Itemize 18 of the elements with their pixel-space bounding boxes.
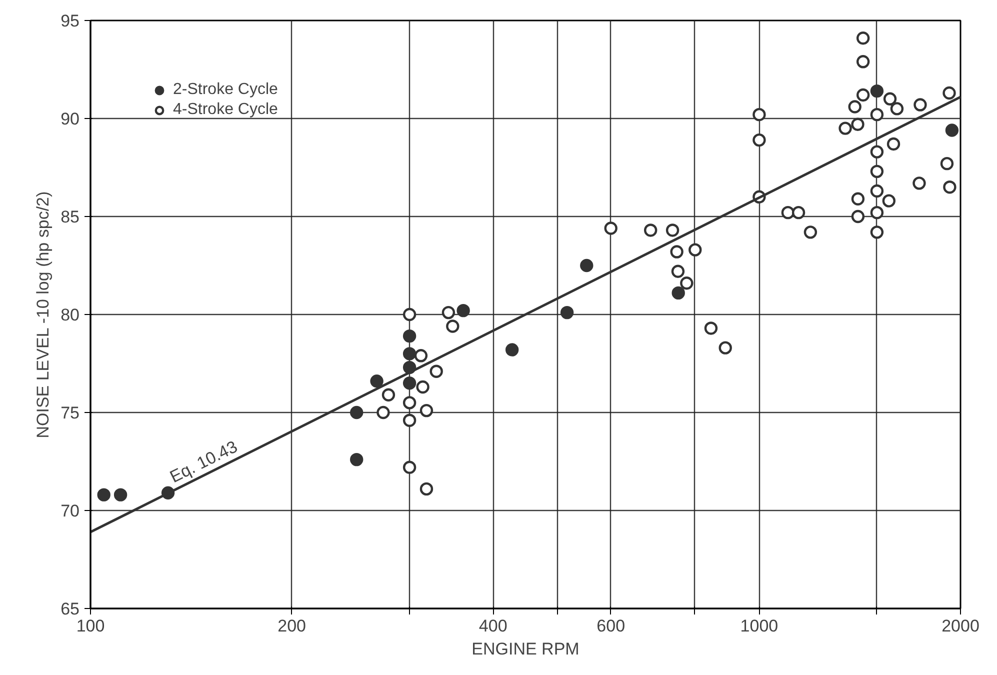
x-tick-label: 200 [278, 616, 306, 636]
legend-label: 4-Stroke Cycle [173, 101, 278, 119]
y-tick-label: 95 [60, 12, 80, 30]
x-tick-label: 600 [596, 616, 626, 636]
x-tick-label: 2000 [942, 616, 980, 636]
y-tick-label: 85 [60, 208, 80, 226]
y-tick-label: 75 [60, 404, 80, 422]
legend-label: 2-Stroke Cycle [173, 81, 278, 99]
y-tick-label: 65 [60, 600, 80, 618]
x-tick-label: 1000 [740, 616, 778, 636]
y-tick-label: 70 [60, 502, 80, 520]
x-tick-label: 100 [76, 616, 105, 636]
y-tick-label: 90 [60, 110, 80, 128]
y-axis-title: NOISE LEVEL -10 log (hp spc/2) [34, 191, 53, 438]
y-tick-label: 80 [60, 306, 80, 324]
x-tick-label: 400 [478, 616, 508, 636]
annotation: Eq. 10.43 [166, 437, 240, 487]
x-axis-title: ENGINE RPM [472, 640, 580, 658]
